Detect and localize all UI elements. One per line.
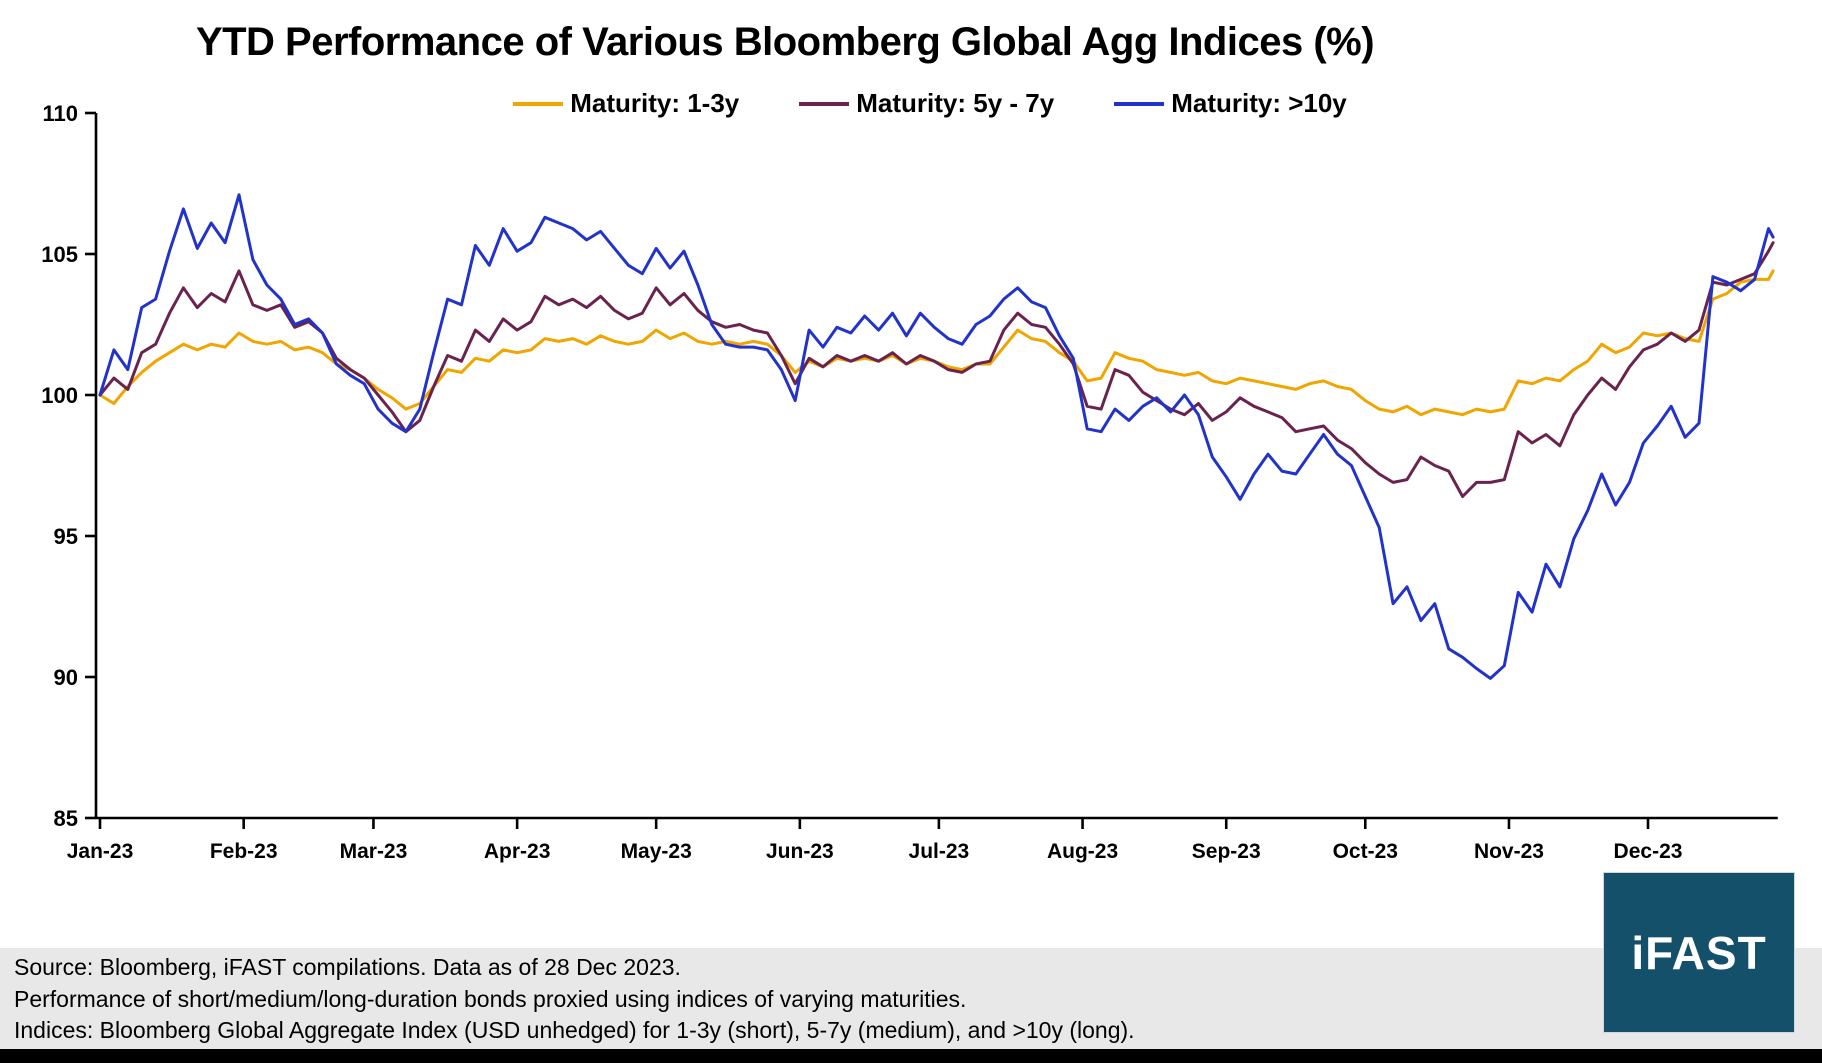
legend-line-swatch	[1114, 101, 1165, 106]
x-tick-label: Jun-23	[766, 840, 834, 863]
y-tick-label: 85	[54, 806, 78, 831]
chart-title: YTD Performance of Various Bloomberg Glo…	[195, 20, 1375, 64]
line-chart-plot: 110 105 100 95 90 85 Jan-23 Feb-23 Mar-23 Apr-23 M…	[41, 101, 1778, 863]
source-line: Source: Bloomberg, iFAST compilations. D…	[14, 954, 681, 980]
ifast-logo: iFAST	[1604, 873, 1794, 1032]
x-tick-label: May-23	[621, 840, 692, 863]
y-tick-label: 110	[43, 101, 79, 126]
series-line-maturity-1-3y	[98, 269, 1775, 417]
x-tick-label: Apr-23	[484, 840, 551, 863]
legend-line-swatch	[799, 101, 850, 106]
x-tick-label: Jan-23	[67, 840, 134, 863]
y-tick-label: 95	[54, 524, 78, 549]
x-tick-label: Sep-23	[1192, 840, 1261, 863]
legend-item: Maturity: 5y - 7y	[799, 88, 1054, 119]
legend-line-swatch	[513, 101, 564, 106]
series-line-maturity-10y	[98, 193, 1775, 680]
legend-label: Maturity: 5y - 7y	[856, 88, 1055, 118]
legend-label: Maturity: 1-3y	[570, 88, 740, 118]
x-tick-label: Dec-23	[1614, 840, 1683, 863]
x-tick-label: Jul-23	[909, 840, 970, 863]
x-tick-label: Feb-23	[210, 840, 278, 863]
source-note: Source: Bloomberg, iFAST compilations. D…	[14, 952, 1414, 1047]
chart-legend: Maturity: 1-3y Maturity: 5y - 7y Maturity:…	[0, 88, 1822, 119]
y-tick-label: 100	[41, 383, 78, 408]
x-tick-label: Oct-23	[1333, 840, 1398, 863]
x-tick-label: Mar-23	[340, 840, 408, 863]
x-tick-label: Nov-23	[1474, 840, 1544, 863]
bottom-black-bar	[0, 1049, 1822, 1063]
indices-line: Indices: Bloomberg Global Aggregate Inde…	[14, 1017, 1135, 1043]
y-tick-label: 90	[54, 665, 78, 690]
legend-item: Maturity: >10y	[1114, 88, 1347, 119]
legend-item: Maturity: 1-3y	[513, 88, 739, 119]
x-tick-label: Aug-23	[1047, 840, 1118, 863]
ifast-logo-text: iFAST	[1631, 926, 1767, 979]
series-line-maturity-5y-7y	[98, 241, 1775, 498]
legend-label: Maturity: >10y	[1171, 88, 1347, 118]
source-note-band	[0, 948, 1822, 1049]
methodology-line: Performance of short/medium/long-duratio…	[14, 985, 967, 1012]
y-tick-label: 105	[41, 242, 78, 267]
